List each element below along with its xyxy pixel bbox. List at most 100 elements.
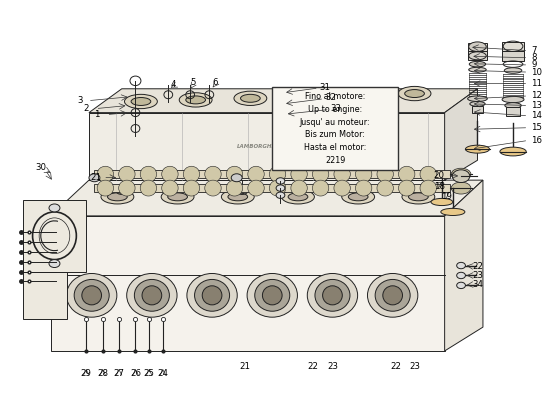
Ellipse shape (399, 180, 415, 196)
Bar (468, 43, 487, 51)
Text: 30: 30 (35, 163, 46, 172)
Ellipse shape (131, 98, 151, 106)
Ellipse shape (383, 286, 403, 305)
Ellipse shape (289, 90, 322, 104)
Ellipse shape (470, 102, 485, 106)
Ellipse shape (312, 166, 329, 182)
Bar (468, 52, 487, 60)
Ellipse shape (49, 260, 60, 268)
Text: 27: 27 (113, 370, 124, 378)
Ellipse shape (377, 166, 393, 182)
Ellipse shape (505, 103, 521, 108)
Ellipse shape (420, 166, 437, 182)
Text: 9: 9 (531, 60, 536, 70)
Ellipse shape (291, 166, 307, 182)
Ellipse shape (101, 190, 134, 204)
Text: 11: 11 (531, 79, 542, 88)
Ellipse shape (240, 94, 260, 102)
Text: 22: 22 (472, 262, 483, 271)
Ellipse shape (140, 180, 157, 196)
Ellipse shape (399, 166, 415, 182)
Ellipse shape (315, 280, 350, 311)
Ellipse shape (451, 182, 471, 194)
Polygon shape (95, 170, 450, 178)
Text: 26: 26 (130, 370, 141, 378)
Ellipse shape (456, 262, 465, 269)
Polygon shape (23, 200, 86, 272)
Ellipse shape (367, 274, 418, 317)
Polygon shape (95, 184, 450, 192)
Text: 8: 8 (531, 53, 537, 62)
Text: 20: 20 (433, 171, 444, 180)
Ellipse shape (202, 286, 222, 305)
Ellipse shape (291, 180, 307, 196)
Polygon shape (23, 272, 67, 319)
Ellipse shape (377, 180, 393, 196)
Ellipse shape (334, 180, 350, 196)
Ellipse shape (323, 286, 342, 305)
Ellipse shape (270, 166, 286, 182)
Text: 23: 23 (327, 362, 338, 370)
Ellipse shape (226, 180, 243, 196)
Ellipse shape (405, 90, 425, 98)
Ellipse shape (248, 180, 264, 196)
Text: 15: 15 (531, 123, 542, 132)
Text: 29: 29 (81, 370, 92, 378)
Ellipse shape (231, 174, 242, 182)
Text: 10: 10 (531, 68, 542, 76)
Ellipse shape (468, 96, 487, 102)
Ellipse shape (119, 166, 135, 182)
Ellipse shape (402, 190, 435, 204)
Text: 34: 34 (472, 280, 483, 289)
Ellipse shape (255, 280, 290, 311)
Ellipse shape (205, 180, 221, 196)
Ellipse shape (140, 166, 157, 182)
Ellipse shape (276, 192, 285, 198)
Ellipse shape (500, 147, 526, 156)
Text: Fino al motore:
Up to engine:
Jusqu' au moteur:
Bis zum Motor:
Hasta el motor:
2: Fino al motore: Up to engine: Jusqu' au … (300, 92, 371, 165)
Text: 1: 1 (95, 110, 100, 119)
Ellipse shape (276, 178, 285, 184)
Text: 23: 23 (472, 271, 483, 280)
Text: 2: 2 (84, 104, 89, 113)
Ellipse shape (469, 42, 486, 52)
Text: LAMBORGHINI: LAMBORGHINI (236, 144, 280, 149)
Ellipse shape (288, 193, 308, 201)
Ellipse shape (469, 61, 486, 67)
Ellipse shape (49, 204, 60, 212)
Text: 19: 19 (442, 192, 452, 200)
Bar (502, 42, 524, 51)
Text: 14: 14 (531, 111, 542, 120)
Ellipse shape (187, 274, 237, 317)
Polygon shape (51, 216, 444, 351)
Text: 28: 28 (97, 370, 108, 378)
Ellipse shape (409, 193, 428, 201)
Ellipse shape (295, 93, 315, 101)
Ellipse shape (469, 67, 486, 72)
Text: 31: 31 (320, 83, 331, 92)
Text: 5: 5 (190, 78, 196, 87)
Text: 23: 23 (409, 362, 420, 370)
Text: euro-parts: euro-parts (76, 204, 167, 220)
Ellipse shape (226, 166, 243, 182)
Text: 6: 6 (212, 78, 218, 87)
Ellipse shape (398, 86, 431, 101)
Ellipse shape (221, 190, 254, 204)
Text: 21: 21 (91, 173, 102, 182)
Text: euro-parts: euro-parts (284, 204, 375, 220)
Ellipse shape (312, 180, 329, 196)
Ellipse shape (342, 190, 375, 204)
Bar (502, 52, 524, 61)
Ellipse shape (126, 274, 177, 317)
Ellipse shape (276, 185, 285, 191)
Ellipse shape (441, 208, 465, 216)
Ellipse shape (134, 280, 169, 311)
Ellipse shape (334, 166, 350, 182)
Ellipse shape (262, 286, 282, 305)
Ellipse shape (82, 286, 102, 305)
Ellipse shape (431, 198, 453, 206)
Ellipse shape (248, 166, 264, 182)
Ellipse shape (451, 168, 471, 180)
Text: 7: 7 (531, 46, 537, 55)
Ellipse shape (343, 88, 376, 102)
